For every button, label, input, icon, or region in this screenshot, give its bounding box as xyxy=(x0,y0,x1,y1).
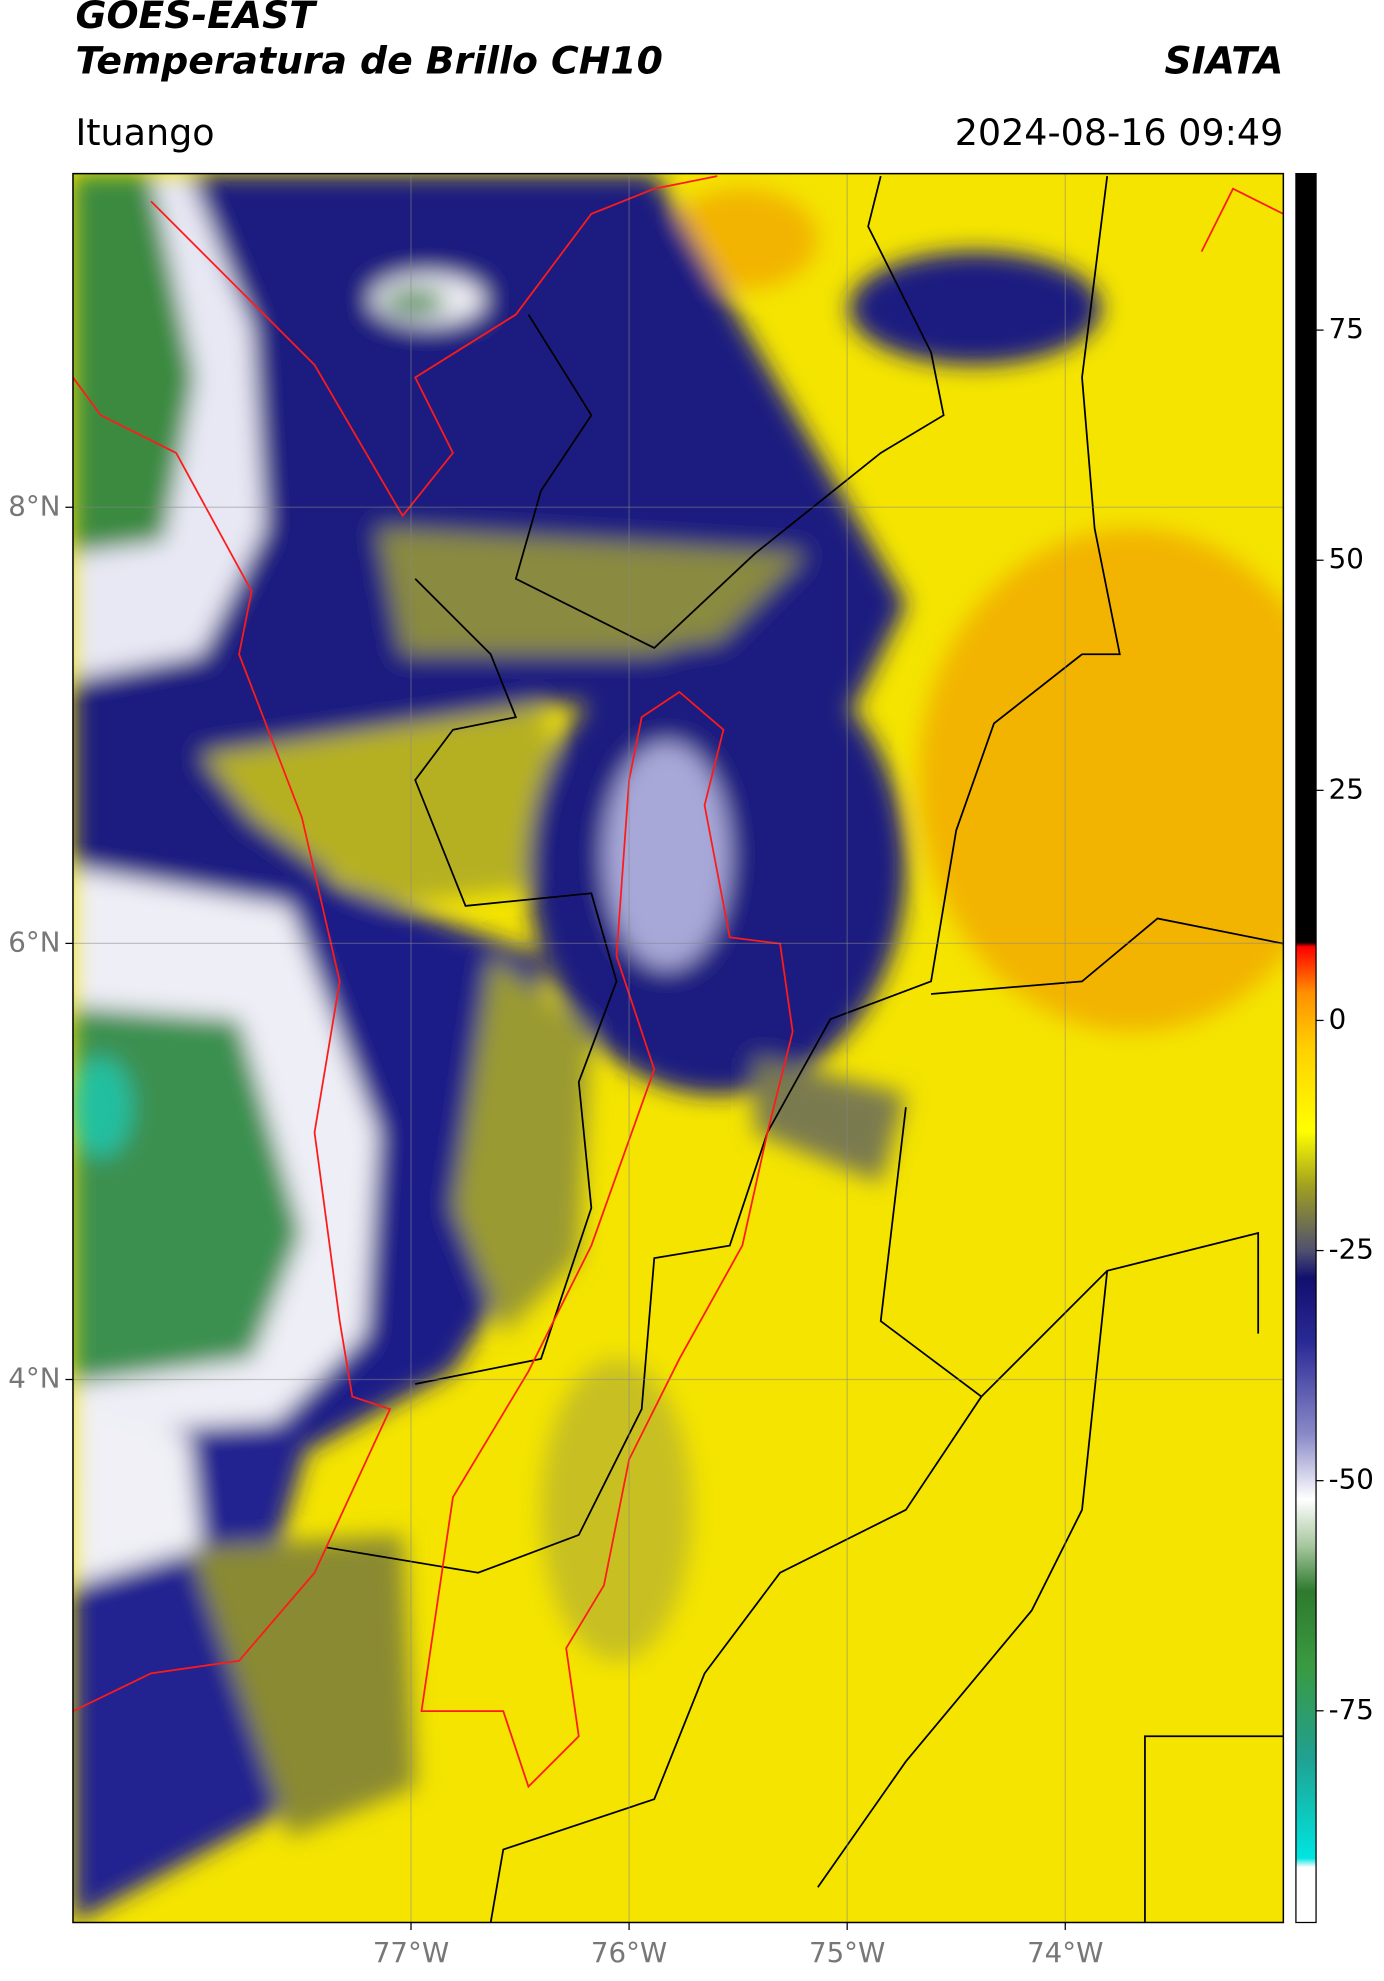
boundary xyxy=(817,1270,1109,1888)
x-tick-label: 76°W xyxy=(591,1936,667,1969)
warm-area xyxy=(918,528,1284,1032)
cloud-band xyxy=(452,956,592,1334)
cloud-band xyxy=(201,704,592,906)
boundary xyxy=(1144,1735,1284,1923)
y-tick-label: 8°N xyxy=(8,489,60,522)
boundary xyxy=(514,175,945,650)
map-frame xyxy=(72,172,1285,1924)
y-tick-label: 4°N xyxy=(8,1362,60,1395)
x-tick-label: 75°W xyxy=(809,1936,885,1969)
map-image xyxy=(72,173,1284,1923)
colorbar-tick-label: 50 xyxy=(1329,542,1364,575)
cloud-band xyxy=(849,251,1101,365)
surface-area xyxy=(72,1056,133,1158)
coastline xyxy=(1200,187,1284,253)
colorbar-tick-label: 0 xyxy=(1329,1002,1347,1035)
colorbar-tick-label: 75 xyxy=(1329,312,1364,345)
location: Ituango xyxy=(75,111,214,154)
surface-area xyxy=(383,289,447,315)
cloud-band xyxy=(188,1534,416,1837)
department-boundary xyxy=(420,690,794,1789)
colorbar-tick-label: 25 xyxy=(1329,772,1364,805)
colorbar-tick-label: -25 xyxy=(1329,1233,1374,1266)
x-tick-label: 77°W xyxy=(373,1936,449,1969)
source: SIATA xyxy=(1165,38,1284,82)
boundary xyxy=(489,1396,983,1923)
colorbar-tick-label: -50 xyxy=(1329,1463,1374,1496)
x-tick-label: 74°W xyxy=(1027,1936,1103,1969)
title: GOES-EAST xyxy=(75,0,318,37)
y-tick-label: 6°N xyxy=(8,925,60,958)
boundary xyxy=(414,578,618,1385)
cloud-band xyxy=(377,528,806,655)
subtitle: Temperatura de Brillo CH10 xyxy=(75,38,662,82)
borders xyxy=(72,175,1284,1923)
boundary xyxy=(1081,176,1121,656)
convective-core xyxy=(603,742,730,969)
cloud-band xyxy=(541,1358,692,1661)
coastline xyxy=(150,175,718,518)
surface-area xyxy=(72,173,196,554)
coastline xyxy=(72,376,392,1712)
colorbar xyxy=(1295,172,1317,1924)
graticule xyxy=(72,173,1284,1923)
timestamp: 2024-08-16 09:49 xyxy=(955,111,1284,154)
boundary xyxy=(326,653,1083,1574)
colorbar-tick-label: -75 xyxy=(1329,1693,1374,1726)
cold-area xyxy=(72,1409,202,1586)
boundary xyxy=(930,917,1284,995)
boundary xyxy=(879,1107,1260,1398)
